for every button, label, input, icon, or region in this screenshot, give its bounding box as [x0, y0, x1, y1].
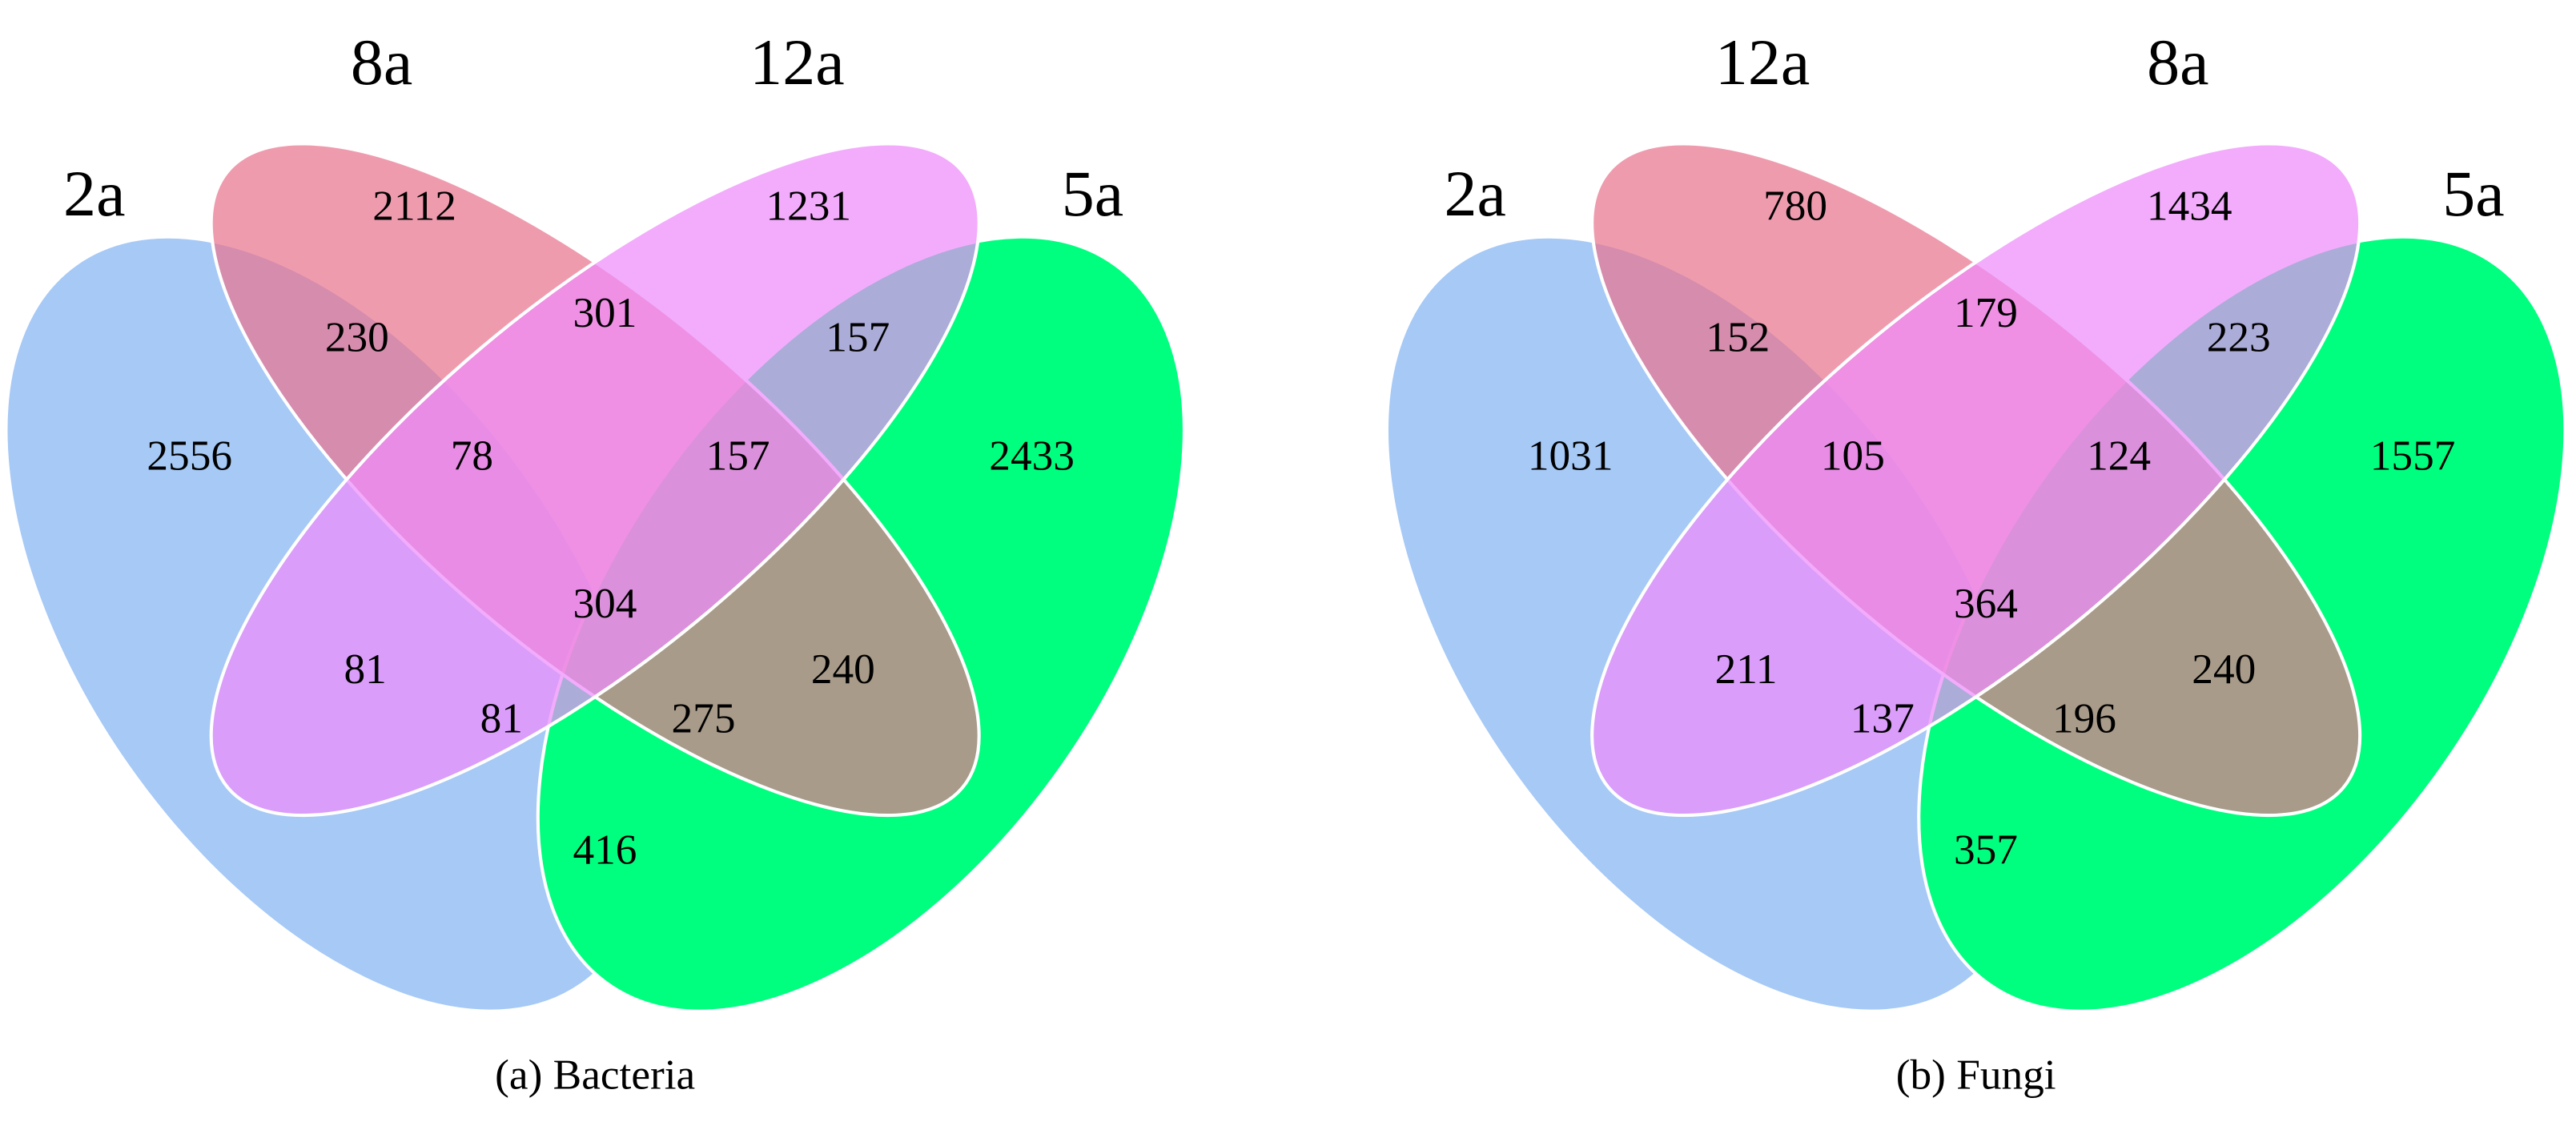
region-count: 152 [1706, 313, 1770, 361]
venn-diagram: 2a 8a 12a 5a 2112 1231 230 301 157 2556 78 157 2433 3… [4, 26, 1186, 1098]
set-label: 2a [1445, 157, 1506, 230]
region-count: 179 [1954, 288, 2018, 336]
set-label: 2a [63, 157, 125, 230]
region-count: 105 [1821, 431, 1885, 479]
region-count: 81 [344, 645, 386, 693]
region-count: 357 [1954, 825, 2018, 873]
set-label: 5a [2442, 157, 2504, 230]
region-count: 230 [325, 313, 389, 361]
region-count: 124 [2087, 431, 2151, 479]
region-count: 275 [672, 694, 736, 742]
region-count: 78 [451, 431, 493, 479]
set-label: 8a [2147, 26, 2208, 99]
set-label: 8a [351, 26, 412, 99]
region-count: 240 [811, 645, 875, 693]
caption: (a) Bacteria [495, 1050, 695, 1098]
set-label: 12a [1715, 26, 1810, 99]
caption: (b) Fungi [1896, 1050, 2056, 1098]
region-count: 137 [1851, 694, 1915, 742]
set-label: 5a [1062, 157, 1123, 230]
region-count: 1557 [2370, 431, 2456, 479]
region-count: 2556 [147, 431, 232, 479]
venn-diagram: 2a 12a 8a 5a 780 1434 152 179 223 1031 105 124 1557 3… [1384, 26, 2567, 1098]
region-count: 304 [573, 579, 637, 627]
region-count: 157 [706, 431, 770, 479]
set-ellipse [209, 142, 981, 818]
set-ellipse [1590, 142, 2362, 818]
region-count: 196 [2052, 694, 2116, 742]
region-count: 211 [1715, 645, 1778, 693]
region-count: 157 [826, 313, 890, 361]
region-count: 1231 [766, 182, 851, 230]
region-count: 780 [1763, 182, 1827, 230]
region-count: 2433 [989, 431, 1075, 479]
region-count: 240 [2192, 645, 2256, 693]
region-count: 301 [573, 288, 637, 336]
region-count: 223 [2207, 313, 2271, 361]
region-count: 1434 [2147, 182, 2232, 230]
set-label: 12a [749, 26, 844, 99]
region-count: 81 [480, 694, 523, 742]
region-count: 2112 [372, 182, 456, 230]
region-count: 364 [1954, 579, 2018, 627]
region-count: 1031 [1528, 431, 1614, 479]
region-count: 416 [573, 825, 637, 873]
